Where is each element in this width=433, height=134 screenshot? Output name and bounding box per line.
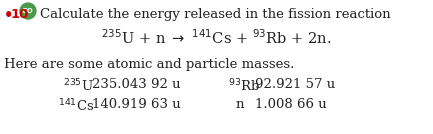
Text: $^{93}$Rb: $^{93}$Rb [228, 78, 260, 95]
Text: 235.043 92 u: 235.043 92 u [92, 78, 181, 91]
Text: Calculate the energy released in the fission reaction: Calculate the energy released in the fis… [40, 8, 391, 21]
Text: Here are some atomic and particle masses.: Here are some atomic and particle masses… [4, 58, 294, 71]
Text: 1.008 66 u: 1.008 66 u [255, 98, 327, 111]
Text: $^{235}$U + n $\rightarrow$ $^{141}$Cs + $^{93}$Rb + 2n.: $^{235}$U + n $\rightarrow$ $^{141}$Cs +… [101, 28, 331, 47]
Text: 10: 10 [11, 8, 29, 21]
Text: •: • [4, 8, 13, 23]
Text: GO: GO [22, 8, 34, 14]
Text: $^{235}$U: $^{235}$U [63, 78, 94, 95]
Text: n: n [236, 98, 245, 111]
Text: 140.919 63 u: 140.919 63 u [92, 98, 181, 111]
Text: 92.921 57 u: 92.921 57 u [255, 78, 335, 91]
Circle shape [19, 2, 37, 20]
Text: $^{141}$Cs: $^{141}$Cs [58, 98, 94, 115]
